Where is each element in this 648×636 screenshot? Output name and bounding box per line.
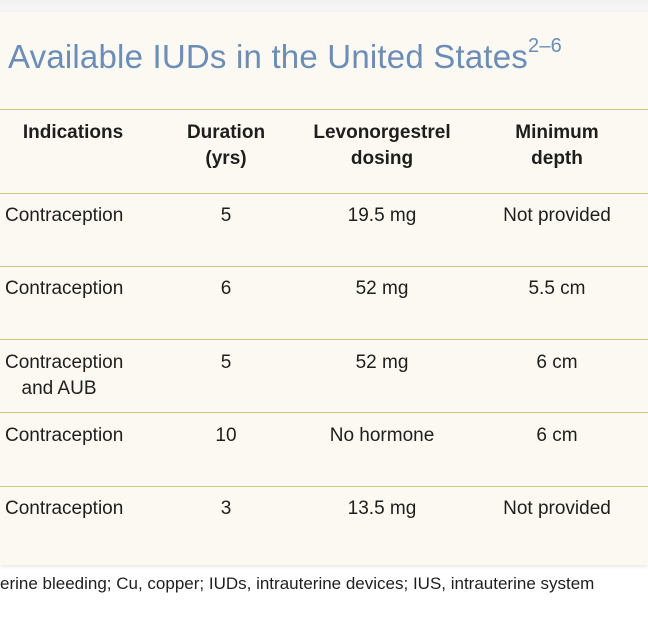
header-duration-line1: Duration: [186, 122, 266, 143]
table-footnote: erine bleeding; Cu, copper; IUDs, intrau…: [0, 574, 595, 593]
header-top-rule: [0, 109, 648, 110]
cell-depth: Not provided: [503, 498, 611, 519]
header-dosing-line1: Levonorgestrel: [313, 122, 451, 143]
cell-indication: Contraception: [5, 352, 124, 373]
cell-duration: 5: [220, 352, 232, 373]
cell-dosing: No hormone: [329, 425, 435, 446]
header-depth-line1: Minimum: [515, 122, 599, 143]
cell-depth: 6 cm: [536, 352, 578, 373]
table-card: [0, 12, 648, 565]
row-divider: [0, 486, 648, 487]
header-depth-line2: depth: [531, 148, 583, 169]
row-divider: [0, 339, 648, 340]
header-bottom-rule: [0, 193, 648, 194]
cell-dosing: 19.5 mg: [347, 205, 417, 226]
cell-depth: 6 cm: [536, 425, 578, 446]
cell-duration: 10: [215, 425, 237, 446]
cell-indication: Contraception: [5, 278, 124, 299]
header-duration-line2: (yrs): [205, 148, 247, 169]
cell-indication: Contraception: [5, 205, 124, 226]
header-indications: Indications: [22, 122, 124, 143]
row-divider: [0, 266, 648, 267]
cell-indication: Contraception: [5, 425, 124, 446]
header-dosing-line2: dosing: [350, 148, 414, 169]
table-title-text: Available IUDs in the United States: [8, 38, 528, 75]
cell-dosing: 52 mg: [355, 278, 409, 299]
row-divider: [0, 412, 648, 413]
cell-indication-line2: and AUB: [21, 378, 97, 399]
cell-depth: Not provided: [503, 205, 611, 226]
cell-duration: 3: [220, 498, 232, 519]
cell-dosing: 13.5 mg: [347, 498, 417, 519]
table-title: Available IUDs in the United States2–6: [8, 35, 562, 76]
cell-depth: 5.5 cm: [528, 278, 586, 299]
cell-duration: 5: [220, 205, 232, 226]
cell-duration: 6: [220, 278, 232, 299]
table-title-reference: 2–6: [528, 35, 562, 57]
cell-indication: Contraception: [5, 498, 124, 519]
cell-dosing: 52 mg: [355, 352, 409, 373]
page-top-band: [0, 0, 648, 12]
